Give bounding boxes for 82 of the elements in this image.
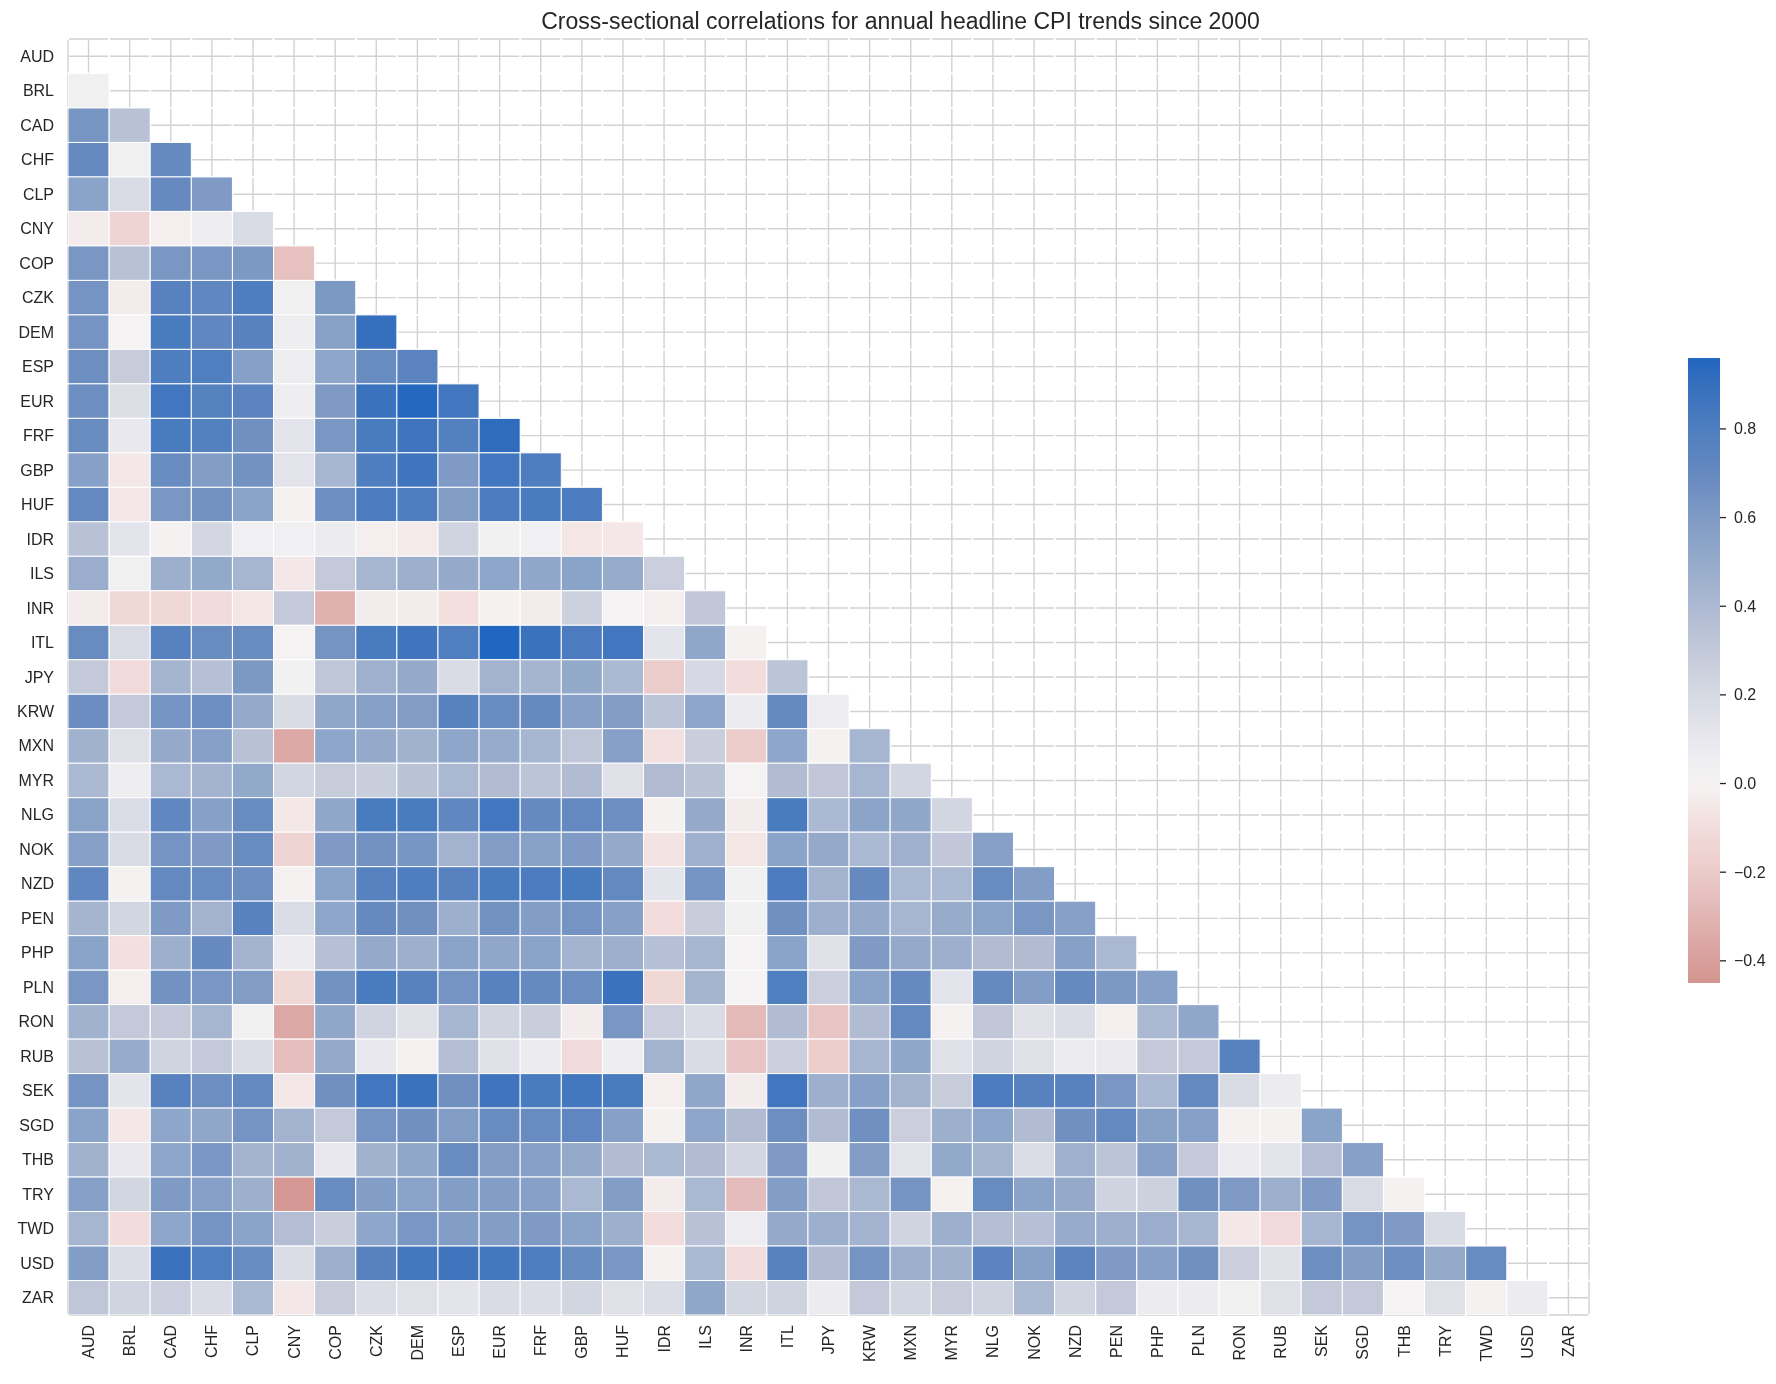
color-bar-label: 0.0: [1734, 775, 1757, 793]
x-tick-label: NZD: [1066, 1325, 1084, 1358]
y-tick-label: JPY: [24, 668, 55, 686]
x-tick-label: PEN: [1107, 1325, 1125, 1358]
color-bar-label: −0.4: [1734, 952, 1766, 970]
x-tick-label: RON: [1231, 1325, 1249, 1361]
y-tick-label: FRF: [22, 427, 55, 445]
y-tick-label: GBP: [20, 461, 54, 479]
x-tick-label: JPY: [820, 1324, 837, 1355]
x-tick-label: INR: [737, 1325, 755, 1353]
y-tick-label: NZD: [21, 875, 54, 893]
x-tick-label: CAD: [162, 1325, 180, 1359]
y-tick-label: SEK: [21, 1082, 55, 1100]
y-tick-label: TWD: [17, 1220, 54, 1238]
y-tick-label: IDR: [26, 530, 54, 548]
x-tick-label: USD: [1518, 1325, 1536, 1359]
y-tick-label: AUD: [20, 47, 54, 65]
y-tick-label: RUB: [20, 1047, 54, 1065]
y-tick-label: ITL: [30, 634, 55, 652]
y-tick-label: NLG: [21, 806, 54, 824]
color-bar-label: 0.6: [1734, 509, 1757, 527]
x-tick-label: SEK: [1313, 1324, 1331, 1358]
x-tick-label: IDR: [655, 1325, 673, 1353]
y-tick-label: CHF: [21, 151, 55, 169]
y-tick-label: CAD: [20, 116, 54, 134]
y-tick-label: NOK: [19, 840, 55, 858]
color-bar-label: 0.2: [1734, 686, 1757, 704]
color-bar-label: −0.2: [1734, 863, 1766, 881]
y-tick-label: MYR: [18, 771, 54, 789]
x-tick-label: EUR: [491, 1325, 509, 1359]
y-tick-label: PEN: [21, 909, 54, 927]
x-tick-label: ITL: [778, 1324, 796, 1349]
x-tick-label: NLG: [984, 1325, 1002, 1358]
x-tick-label: NOK: [1025, 1324, 1043, 1360]
y-tick-label: ILS: [29, 565, 54, 583]
x-tick-label: MYR: [943, 1325, 961, 1361]
y-tick-label: PLN: [22, 978, 54, 996]
y-tick-label: CLP: [22, 185, 54, 203]
x-tick-label: KRW: [861, 1324, 879, 1363]
y-tick-label: THB: [22, 1151, 54, 1169]
y-tick-label: TRY: [22, 1185, 55, 1203]
y-tick-label: MXN: [18, 737, 54, 755]
chart-title: Cross-sectional correlations for annual headline CPI trends since 2000: [540, 8, 1261, 34]
x-tick-label: GBP: [573, 1325, 591, 1359]
x-tick-label: PHP: [1148, 1325, 1166, 1358]
x-tick-label: ZAR: [1559, 1325, 1577, 1357]
y-tick-label: ZAR: [22, 1289, 54, 1307]
x-tick-label: BRL: [121, 1324, 139, 1357]
y-tick-label: SGD: [19, 1116, 54, 1134]
y-tick-label: HUF: [21, 496, 55, 514]
x-tick-label: SGD: [1354, 1325, 1372, 1360]
y-tick-label: USD: [20, 1254, 54, 1272]
x-tick-label: FRF: [532, 1324, 550, 1357]
x-tick-label: CZK: [367, 1324, 385, 1357]
y-tick-label: CNY: [20, 220, 55, 238]
x-tick-label: HUF: [614, 1324, 632, 1358]
color-bar-label: 0.4: [1734, 597, 1757, 615]
y-tick-label: PHP: [21, 944, 54, 962]
x-tick-label: CNY: [285, 1324, 303, 1359]
y-tick-label: COP: [19, 254, 54, 272]
x-tick-label: TRY: [1436, 1324, 1454, 1357]
x-tick-label: TWD: [1477, 1325, 1495, 1362]
x-tick-label: PLN: [1189, 1325, 1207, 1357]
x-tick-label: AUD: [80, 1325, 98, 1359]
x-tick-label: THB: [1395, 1325, 1413, 1357]
x-tick-label: CHF: [203, 1324, 221, 1358]
y-tick-label: INR: [26, 599, 54, 617]
color-bar-label: 0.8: [1734, 420, 1757, 438]
y-tick-label: EUR: [20, 392, 54, 410]
x-tick-label: ILS: [696, 1325, 714, 1350]
x-tick-label: ESP: [450, 1325, 468, 1358]
x-tick-label: CLP: [244, 1325, 262, 1357]
y-tick-label: CZK: [22, 289, 55, 307]
x-tick-label: COP: [326, 1325, 344, 1360]
x-tick-label: DEM: [408, 1325, 426, 1361]
x-tick-label: RUB: [1272, 1325, 1290, 1359]
y-tick-label: RON: [18, 1013, 54, 1031]
y-tick-label: ESP: [21, 358, 54, 376]
y-tick-label: DEM: [18, 323, 54, 341]
y-tick-label: KRW: [16, 702, 55, 720]
x-tick-label: MXN: [902, 1325, 920, 1361]
y-tick-label: BRL: [22, 82, 55, 100]
